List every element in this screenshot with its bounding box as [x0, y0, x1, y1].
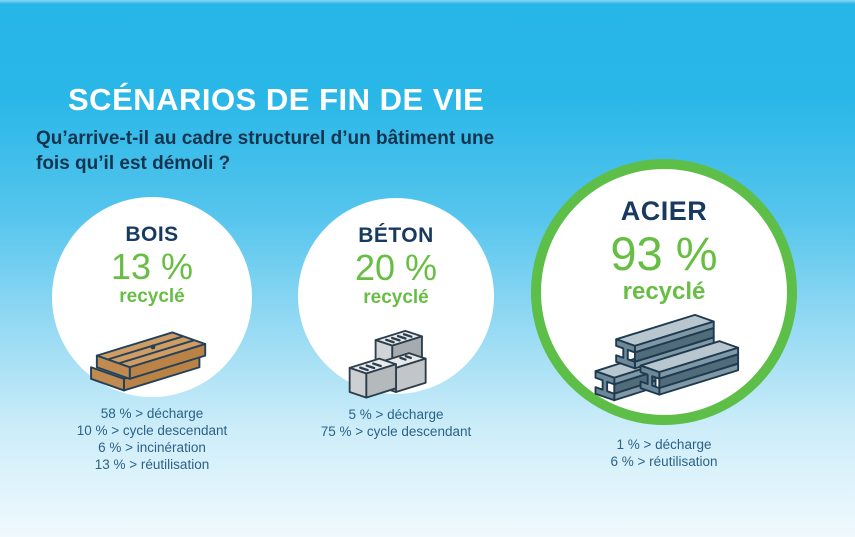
material-name-acier: ACIER: [620, 196, 708, 226]
material-name-bois: BOIS: [125, 223, 179, 246]
material-recycled-label-beton: recyclé: [363, 286, 429, 308]
stat-line: 6 % > réutilisation: [610, 454, 718, 469]
stat-line: 5 % > décharge: [348, 407, 444, 422]
material-stats-acier: 1 % > décharge 6 % > réutilisation: [544, 436, 784, 470]
stat-line: 1 % > décharge: [616, 437, 712, 452]
material-circle-bois: BOIS 13 % recyclé: [52, 197, 252, 397]
material-name-beton: BÉTON: [358, 224, 434, 247]
stat-line: 13 % > réutilisation: [94, 457, 210, 472]
stat-line: 58 % > décharge: [100, 406, 204, 421]
steel-beams-icon: [594, 313, 740, 402]
page-title: SCÉNARIOS DE FIN DE VIE: [68, 82, 485, 117]
page-subtitle: Qu’arrive-t-il au cadre structurel d’un …: [36, 128, 495, 175]
material-recycled-label-bois: recyclé: [119, 285, 185, 307]
material-stats-beton: 5 % > décharge 75 % > cycle descendant: [276, 406, 516, 440]
material-circle-beton: BÉTON 20 % recyclé: [298, 198, 494, 399]
wood-planks-icon: [90, 331, 207, 392]
concrete-blocks-icon: [348, 329, 427, 399]
material-percent-bois: 13 %: [110, 246, 194, 288]
material-percent-beton: 20 %: [354, 247, 438, 289]
material-stats-bois: 58 % > décharge 10 % > cycle descendant …: [32, 405, 272, 473]
stat-line: 75 % > cycle descendant: [320, 424, 472, 439]
stat-line: 10 % > cycle descendant: [76, 423, 228, 438]
material-recycled-label-acier: recyclé: [622, 278, 706, 306]
stat-line: 6 % > incinération: [98, 440, 206, 455]
material-percent-acier: 93 %: [610, 226, 718, 280]
material-circle-acier: ACIER 93 % recyclé: [531, 159, 797, 425]
